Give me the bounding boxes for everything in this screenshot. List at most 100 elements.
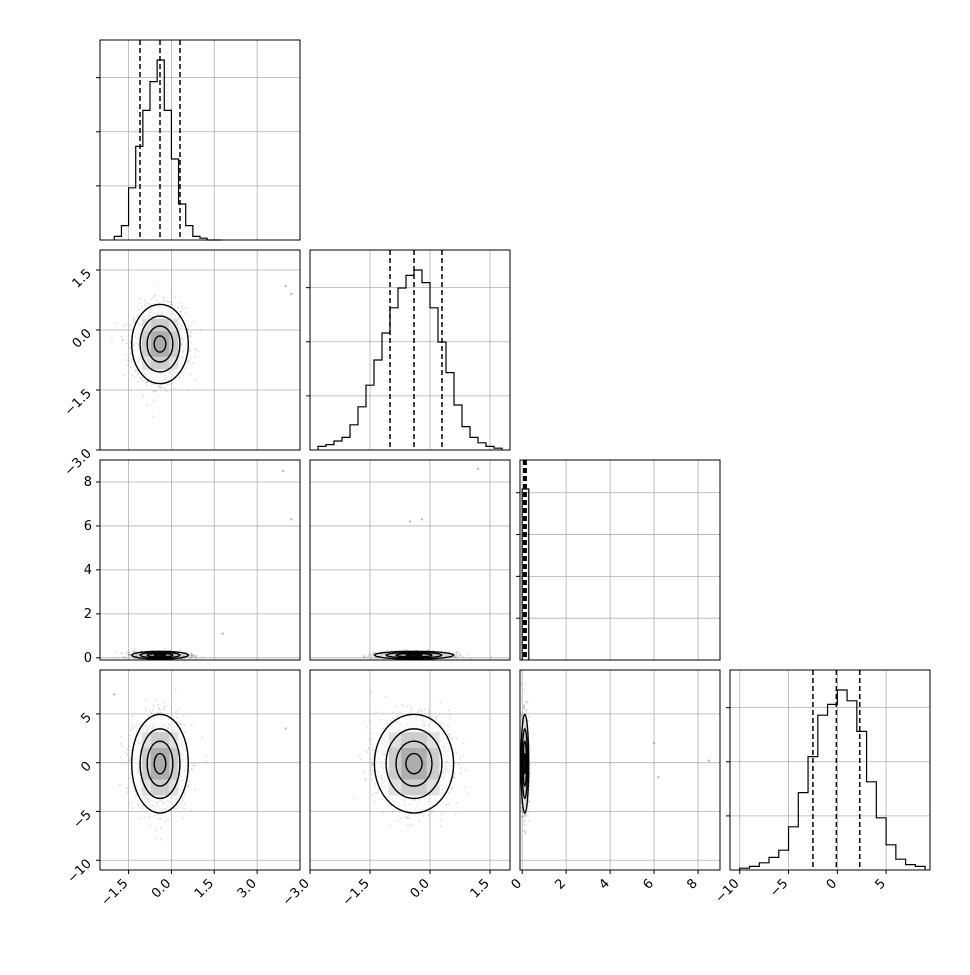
scatter-point bbox=[126, 787, 128, 789]
scatter-point bbox=[177, 721, 179, 723]
scatter-point bbox=[128, 746, 130, 748]
scatter-point bbox=[125, 354, 127, 356]
scatter-point bbox=[141, 394, 143, 396]
histogram-step bbox=[318, 270, 502, 450]
scatter-point bbox=[145, 303, 147, 305]
panel-frame bbox=[520, 460, 720, 660]
scatter-point bbox=[182, 799, 184, 801]
scatter-point bbox=[155, 837, 157, 839]
scatter-point bbox=[181, 306, 183, 308]
scatter-point bbox=[187, 328, 189, 330]
scatter-point bbox=[137, 373, 139, 375]
scatter-point bbox=[190, 373, 192, 375]
scatter-point bbox=[185, 651, 187, 653]
histogram-step bbox=[114, 60, 221, 240]
scatter-point bbox=[138, 380, 140, 382]
outlier-point bbox=[290, 518, 292, 520]
scatter-point bbox=[490, 656, 492, 658]
scatter-point bbox=[185, 368, 187, 370]
scatter-point bbox=[135, 370, 137, 372]
scatter-point bbox=[143, 396, 145, 398]
joint-panel-2-0 bbox=[100, 460, 300, 661]
scatter-point bbox=[128, 360, 130, 362]
scatter-point bbox=[116, 651, 118, 653]
scatter-point bbox=[139, 377, 141, 379]
scatter-point bbox=[124, 761, 126, 763]
scatter-point bbox=[132, 807, 134, 809]
scatter-point bbox=[188, 389, 190, 391]
scatter-point bbox=[193, 362, 195, 364]
scatter-point bbox=[163, 297, 165, 299]
scatter-point bbox=[126, 342, 128, 344]
scatter-point bbox=[149, 825, 151, 827]
scatter-point bbox=[457, 652, 459, 654]
scatter-point bbox=[128, 347, 130, 349]
scatter-point bbox=[193, 321, 195, 323]
scatter-point bbox=[127, 364, 129, 366]
scatter-point bbox=[132, 727, 134, 729]
joint-panel-1-0 bbox=[100, 250, 300, 450]
scatter-point bbox=[120, 336, 122, 338]
outlier-point bbox=[290, 293, 292, 295]
scatter-point bbox=[163, 299, 165, 301]
scatter-point bbox=[188, 360, 190, 362]
scatter-point bbox=[128, 653, 130, 655]
scatter-point bbox=[126, 753, 128, 755]
scatter-point bbox=[111, 340, 113, 342]
histogram-step bbox=[740, 690, 925, 870]
joint-panel-2-1 bbox=[310, 460, 510, 661]
scatter-point bbox=[187, 362, 189, 364]
scatter-point bbox=[171, 301, 173, 303]
scatter-point bbox=[160, 839, 162, 841]
scatter-point bbox=[189, 781, 191, 783]
scatter-point bbox=[135, 795, 137, 797]
scatter-point bbox=[363, 656, 365, 658]
scatter-point bbox=[133, 320, 135, 322]
outlier-point bbox=[409, 520, 411, 522]
scatter-point bbox=[153, 284, 155, 286]
scatter-point bbox=[152, 390, 154, 392]
scatter-point bbox=[161, 386, 163, 388]
scatter-point bbox=[470, 657, 472, 659]
scatter-point bbox=[121, 653, 123, 655]
scatter-point bbox=[146, 385, 148, 387]
scatter-point bbox=[462, 656, 464, 658]
scatter-point bbox=[166, 390, 168, 392]
panel-frame bbox=[310, 460, 510, 660]
scatter-point bbox=[160, 818, 162, 820]
scatter-point bbox=[137, 315, 139, 317]
scatter-point bbox=[163, 301, 165, 303]
scatter-point bbox=[133, 376, 135, 378]
scatter-point bbox=[157, 394, 159, 396]
scatter-point bbox=[125, 359, 127, 361]
scatter-point bbox=[189, 657, 191, 659]
scatter-point bbox=[121, 745, 123, 747]
scatter-point bbox=[122, 325, 124, 327]
scatter-point bbox=[152, 709, 154, 711]
scatter-point bbox=[155, 700, 157, 702]
scatter-point bbox=[130, 389, 132, 391]
scatter-point bbox=[152, 415, 154, 417]
scatter-point bbox=[156, 300, 158, 302]
scatter-point bbox=[177, 307, 179, 309]
scatter-point bbox=[160, 712, 162, 714]
scatter-point bbox=[191, 724, 193, 726]
scatter-point bbox=[190, 341, 192, 343]
scatter-point bbox=[197, 350, 199, 352]
scatter-point bbox=[148, 303, 150, 305]
outlier-point bbox=[222, 632, 224, 634]
scatter-point bbox=[123, 374, 125, 376]
scatter-point bbox=[153, 296, 155, 298]
scatter-point bbox=[114, 322, 116, 324]
scatter-point bbox=[167, 301, 169, 303]
scatter-point bbox=[164, 821, 166, 823]
joint-panel-3-0 bbox=[100, 670, 300, 870]
scatter-point bbox=[370, 654, 372, 656]
scatter-point bbox=[126, 651, 128, 653]
scatter-point bbox=[125, 653, 127, 655]
diag-panel-3 bbox=[726, 670, 930, 870]
scatter-point bbox=[184, 803, 186, 805]
scatter-point bbox=[128, 802, 130, 804]
scatter-point bbox=[130, 366, 132, 368]
scatter-point bbox=[132, 317, 134, 319]
